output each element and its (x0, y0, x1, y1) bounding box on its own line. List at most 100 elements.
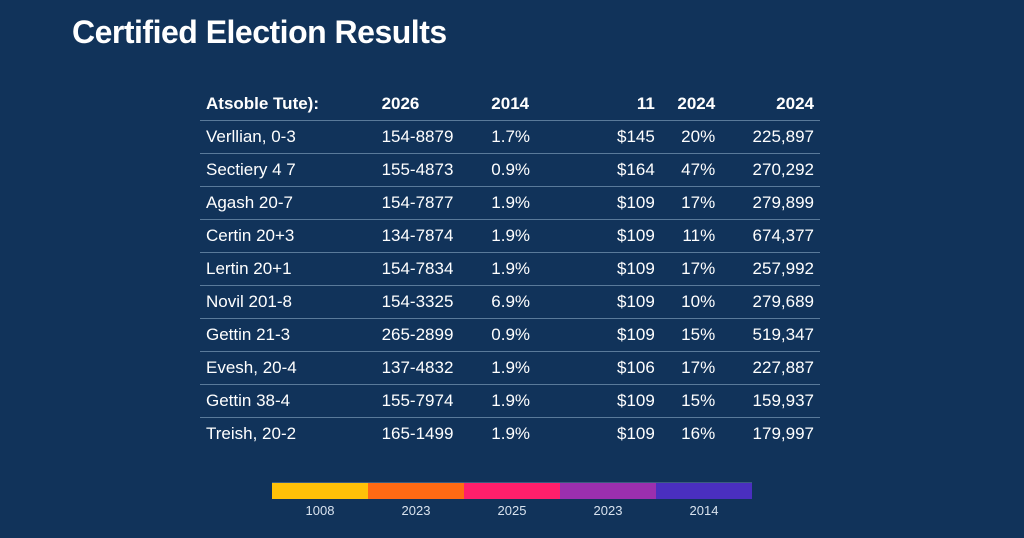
cell-pct2: 17% (661, 253, 721, 286)
table-row: Gettin 38-4155-79741.9% $10915%159,937 (200, 385, 820, 418)
cell-code: 154-7877 (376, 187, 486, 220)
cell-pct: 1.9% (485, 418, 551, 451)
cell-total: 159,937 (721, 385, 820, 418)
cell-amt: $109 (595, 253, 661, 286)
cell-gap (551, 319, 595, 352)
cell-total: 279,689 (721, 286, 820, 319)
legend-swatch (272, 483, 368, 499)
cell-gap (551, 418, 595, 451)
results-table-container: Atsoble Tute): 2026 2014 11 2024 2024 Ve… (200, 90, 820, 450)
cell-code: 154-7834 (376, 253, 486, 286)
page-title: Certified Election Results (72, 14, 447, 51)
cell-pct2: 47% (661, 154, 721, 187)
cell-code: 154-3325 (376, 286, 486, 319)
cell-pct: 0.9% (485, 154, 551, 187)
cell-pct2: 17% (661, 187, 721, 220)
legend-item: 2023 (560, 483, 656, 518)
cell-pct: 0.9% (485, 319, 551, 352)
cell-total: 257,992 (721, 253, 820, 286)
cell-pct2: 15% (661, 385, 721, 418)
cell-name: Certin 20+3 (200, 220, 376, 253)
cell-gap (551, 385, 595, 418)
table-row: Evesh, 20-4137-48321.9%$10617%227,887 (200, 352, 820, 385)
header-col-11: 11 (595, 90, 661, 121)
cell-name: Sectiery 4 7 (200, 154, 376, 187)
cell-amt: $109 (595, 418, 661, 451)
cell-name: Evesh, 20-4 (200, 352, 376, 385)
cell-amt: $164 (595, 154, 661, 187)
cell-gap (551, 121, 595, 154)
legend-label: 2014 (656, 499, 752, 518)
cell-pct2: 15% (661, 319, 721, 352)
cell-name: Gettin 38-4 (200, 385, 376, 418)
cell-amt: $145 (595, 121, 661, 154)
cell-code: 155-4873 (376, 154, 486, 187)
cell-gap (551, 154, 595, 187)
cell-total: 270,292 (721, 154, 820, 187)
cell-amt: $109 (595, 385, 661, 418)
cell-amt: $109 (595, 286, 661, 319)
table-row: Agash 20-7154-78771.9%$10917%279,899 (200, 187, 820, 220)
cell-gap (551, 253, 595, 286)
cell-name: Agash 20-7 (200, 187, 376, 220)
legend-swatch (656, 483, 752, 499)
cell-pct2: 16% (661, 418, 721, 451)
cell-pct2: 11% (661, 220, 721, 253)
header-col-2024b: 2024 (721, 90, 820, 121)
cell-name: Treish, 20-2 (200, 418, 376, 451)
cell-name: Novil 201-8 (200, 286, 376, 319)
cell-code: 165-1499 (376, 418, 486, 451)
cell-code: 265-2899 (376, 319, 486, 352)
cell-pct: 1.9% (485, 187, 551, 220)
legend-label: 2023 (560, 499, 656, 518)
cell-pct: 1.9% (485, 385, 551, 418)
cell-total: 227,887 (721, 352, 820, 385)
cell-total: 279,899 (721, 187, 820, 220)
legend-item: 2025 (464, 483, 560, 518)
cell-total: 179,997 (721, 418, 820, 451)
cell-code: 137-4832 (376, 352, 486, 385)
color-legend: 10082023202520232014 (272, 482, 752, 518)
table-header-row: Atsoble Tute): 2026 2014 11 2024 2024 (200, 90, 820, 121)
cell-gap (551, 352, 595, 385)
cell-code: 155-7974 (376, 385, 486, 418)
cell-gap (551, 286, 595, 319)
header-col-2026: 2026 (376, 90, 486, 121)
cell-name: Gettin 21-3 (200, 319, 376, 352)
cell-code: 154-8879 (376, 121, 486, 154)
legend-swatch (368, 483, 464, 499)
table-row: Novil 201-8154-33256.9% $10910%279,689 (200, 286, 820, 319)
cell-total: 674,377 (721, 220, 820, 253)
cell-name: Lertin 20+1 (200, 253, 376, 286)
results-table: Atsoble Tute): 2026 2014 11 2024 2024 Ve… (200, 90, 820, 450)
cell-amt: $109 (595, 319, 661, 352)
cell-amt: $106 (595, 352, 661, 385)
table-row: Lertin 20+1154-78341.9%$10917%257,992 (200, 253, 820, 286)
header-label: Atsoble Tute): (200, 90, 376, 121)
cell-pct: 1.9% (485, 220, 551, 253)
table-row: Gettin 21-3265-28990.9% $10915%519,347 (200, 319, 820, 352)
cell-pct2: 20% (661, 121, 721, 154)
header-col-2014: 2014 (485, 90, 551, 121)
legend-label: 2023 (368, 499, 464, 518)
cell-name: Verllian, 0-3 (200, 121, 376, 154)
cell-pct2: 10% (661, 286, 721, 319)
legend-item: 2023 (368, 483, 464, 518)
header-gap (551, 90, 595, 121)
table-row: Sectiery 4 7155-48730.9% $16447%270,292 (200, 154, 820, 187)
cell-code: 134-7874 (376, 220, 486, 253)
cell-pct: 1.7% (485, 121, 551, 154)
cell-gap (551, 187, 595, 220)
cell-total: 225,897 (721, 121, 820, 154)
table-row: Treish, 20-2165-14991.9% $10916%179,997 (200, 418, 820, 451)
cell-pct2: 17% (661, 352, 721, 385)
table-row: Certin 20+3134-78741.9% $10911%674,377 (200, 220, 820, 253)
legend-label: 1008 (272, 499, 368, 518)
legend-label: 2025 (464, 499, 560, 518)
cell-total: 519,347 (721, 319, 820, 352)
table-row: Verllian, 0-3154-88791.7% $14520%225,897 (200, 121, 820, 154)
cell-pct: 6.9% (485, 286, 551, 319)
cell-amt: $109 (595, 220, 661, 253)
legend-swatch (560, 483, 656, 499)
header-col-2024a: 2024 (661, 90, 721, 121)
